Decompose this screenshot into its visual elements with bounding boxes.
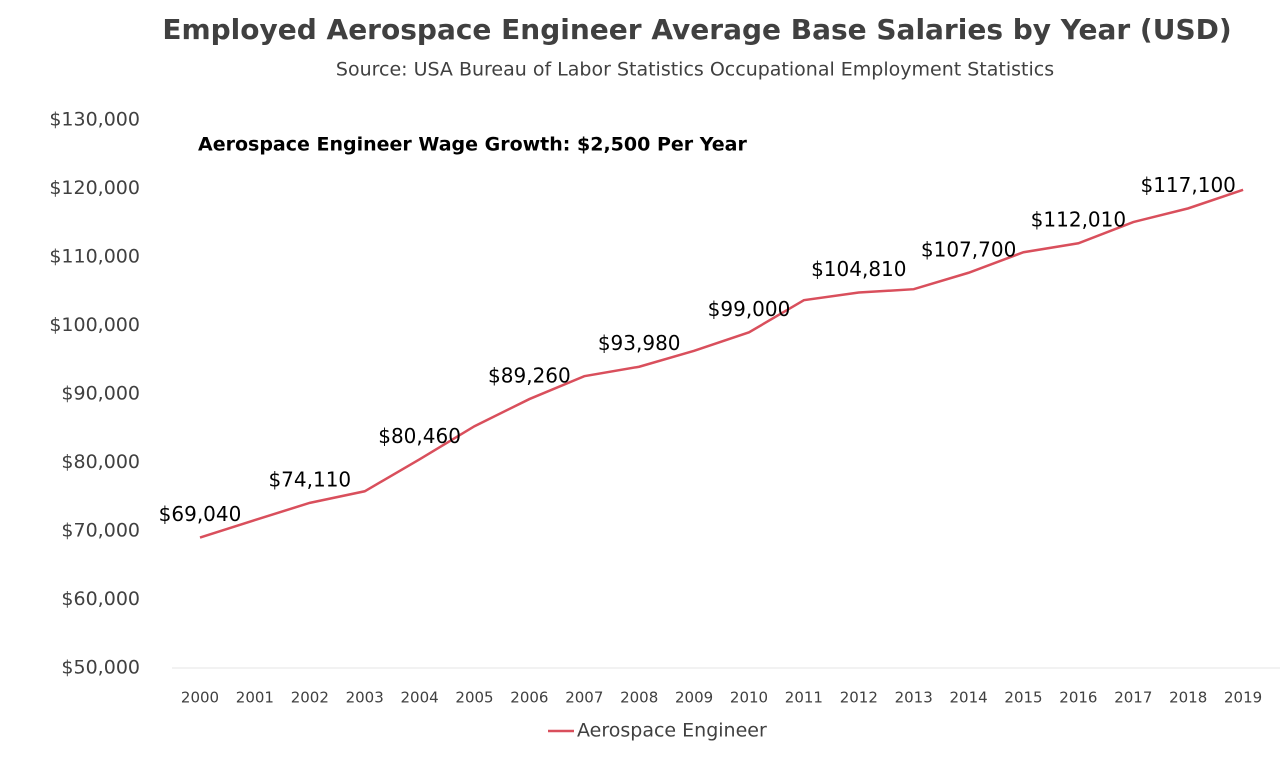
x-tick-label: 2018: [1169, 689, 1207, 707]
x-tick-label: 2007: [565, 689, 603, 707]
data-label: $74,110: [268, 467, 351, 491]
x-tick-label: 2001: [236, 689, 274, 707]
x-tick-label: 2014: [950, 689, 988, 707]
data-label: $107,700: [921, 237, 1016, 261]
y-tick-label: $100,000: [49, 314, 140, 336]
annotation: Aerospace Engineer Wage Growth: $2,500 P…: [198, 134, 747, 156]
data-label: $117,100: [1140, 173, 1235, 197]
y-tick-label: $80,000: [61, 451, 140, 473]
x-tick-label: 2019: [1224, 689, 1262, 707]
x-tick-label: 2005: [455, 689, 493, 707]
data-label: $104,810: [811, 257, 906, 281]
data-label: $99,000: [708, 297, 791, 321]
data-label: $93,980: [598, 331, 681, 355]
x-tick-label: 2013: [895, 689, 933, 707]
series-line: [199, 188, 1244, 539]
legend-label: Aerospace Engineer: [577, 720, 767, 742]
x-tick-label: 2011: [785, 689, 823, 707]
data-label: $69,040: [159, 502, 242, 526]
x-tick-label: 2009: [675, 689, 713, 707]
chart-title: Employed Aerospace Engineer Average Base…: [162, 13, 1231, 46]
x-tick-label: 2012: [840, 689, 878, 707]
x-tick-label: 2000: [181, 689, 219, 707]
y-tick-label: $130,000: [49, 109, 140, 131]
y-tick-label: $90,000: [61, 383, 140, 405]
x-tick-label: 2017: [1114, 689, 1152, 707]
y-tick-label: $50,000: [61, 657, 140, 679]
data-label: $89,260: [488, 364, 571, 388]
data-label: $80,460: [378, 424, 461, 448]
x-tick-label: 2004: [401, 689, 439, 707]
x-tick-label: 2003: [346, 689, 384, 707]
x-tick-label: 2010: [730, 689, 768, 707]
data-label: $112,010: [1031, 208, 1126, 232]
x-tick-label: 2016: [1059, 689, 1097, 707]
x-tick-label: 2008: [620, 689, 658, 707]
x-tick-label: 2006: [510, 689, 548, 707]
x-tick-label: 2002: [291, 689, 329, 707]
chart-subtitle: Source: USA Bureau of Labor Statistics O…: [336, 59, 1054, 81]
y-tick-label: $120,000: [49, 177, 140, 199]
y-tick-label: $110,000: [49, 246, 140, 268]
y-tick-label: $70,000: [61, 520, 140, 542]
x-tick-label: 2015: [1004, 689, 1042, 707]
y-tick-label: $60,000: [61, 588, 140, 610]
